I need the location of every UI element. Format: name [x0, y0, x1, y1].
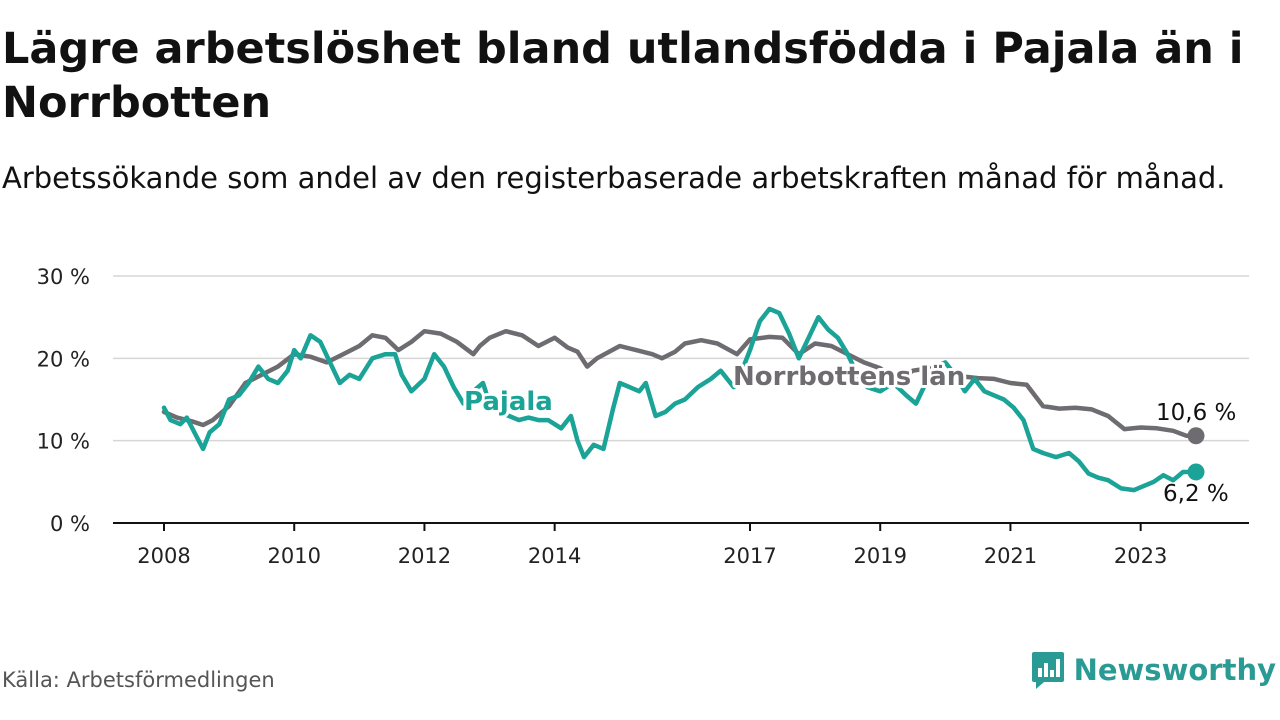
- y-tick-label: 20 %: [37, 347, 90, 371]
- line-chart: 0 % 10 % 20 % 30 % 2008 2010 2012 2014 2017 2019…: [37, 265, 1249, 568]
- x-tick-label: 2010: [267, 544, 320, 568]
- series-line-norrbotten: [161, 328, 1199, 438]
- chart-title: Lägre arbetslöshet bland utlandsfödda i …: [2, 24, 1244, 128]
- x-tick-label: 2012: [398, 544, 451, 568]
- source-note: Källa: Arbetsförmedlingen: [2, 668, 275, 692]
- x-tick-label: 2017: [723, 544, 776, 568]
- y-tick-label: 0 %: [50, 512, 90, 536]
- series-end-point-pajala: [1187, 463, 1205, 481]
- end-value-label-norrbotten: 10,6 %: [1156, 400, 1236, 426]
- series-lines: [161, 306, 1205, 493]
- y-axis-ticks: 0 % 10 % 20 % 30 %: [37, 265, 90, 536]
- x-tick-label: 2023: [1114, 544, 1167, 568]
- y-tick-label: 10 %: [37, 430, 90, 454]
- series-label-pajala: Pajala: [464, 387, 553, 417]
- x-tick-label: 2008: [137, 544, 190, 568]
- series-end-point-norrbotten: [1187, 427, 1205, 445]
- brand-name: Newsworthy: [1073, 653, 1276, 687]
- x-axis-ticks: 2008 2010 2012 2014 2017 2019 2021 2023: [137, 523, 1167, 568]
- newsworthy-logo-icon: [1031, 652, 1064, 689]
- series-label-norrbotten: Norrbottens län: [733, 362, 965, 392]
- series-line-pajala: [161, 306, 1199, 493]
- series-labels: Norrbottens län Pajala 10,6 % 6,2 %: [461, 359, 1236, 507]
- chart-subtitle: Arbetssökande som andel av den registerb…: [2, 161, 1226, 195]
- x-tick-label: 2019: [853, 544, 906, 568]
- brand-logo: Newsworthy: [1030, 650, 1276, 690]
- end-value-label-pajala: 6,2 %: [1163, 481, 1229, 507]
- gridlines: [113, 275, 1249, 442]
- x-tick-label: 2014: [528, 544, 581, 568]
- y-tick-label: 30 %: [37, 265, 90, 289]
- x-tick-label: 2021: [984, 544, 1037, 568]
